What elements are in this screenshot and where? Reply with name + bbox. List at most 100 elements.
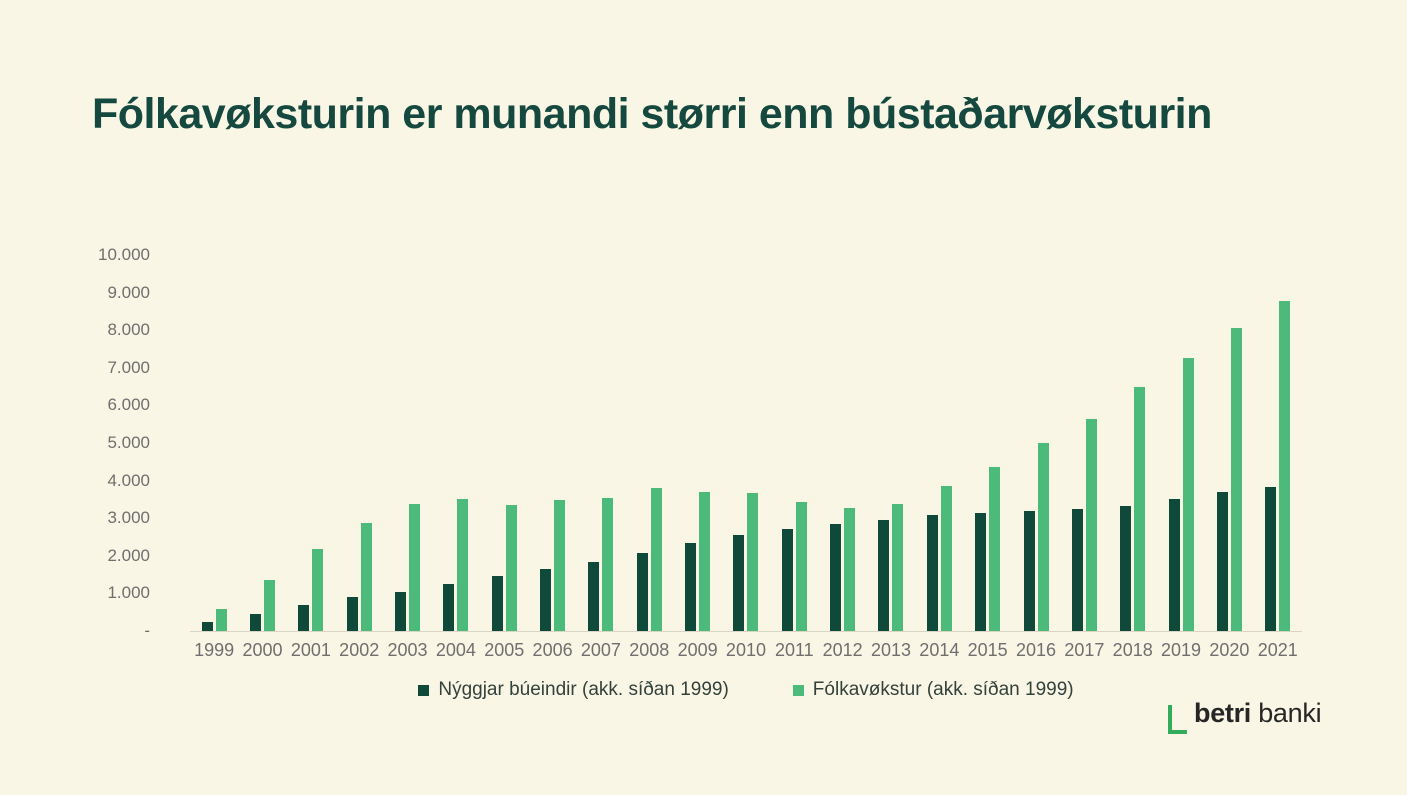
bar-nyggjar-bueindir <box>443 584 455 631</box>
bar-nyggjar-bueindir <box>491 576 503 631</box>
bar-nyggjar-bueindir <box>878 519 890 631</box>
bar-folkavokstur <box>1279 300 1291 631</box>
y-axis-tick: 2.000 <box>107 545 150 565</box>
bar-folkavokstur <box>312 549 324 631</box>
bar-folkavokstur <box>505 505 517 631</box>
legend-item-bueindir: Nýggjar búeindir (akk. síðan 1999) <box>418 679 729 701</box>
x-axis-label: 2008 <box>629 640 670 660</box>
bar-nyggjar-bueindir <box>588 562 600 631</box>
x-axis-label: 2006 <box>532 640 573 660</box>
y-axis-tick: 4.000 <box>107 470 150 490</box>
x-axis-label: 2021 <box>1257 640 1298 660</box>
bar-folkavokstur <box>1037 442 1049 631</box>
bar-folkavokstur <box>360 523 372 631</box>
bar-folkavokstur <box>554 500 566 631</box>
bar-folkavokstur <box>409 504 421 631</box>
bar-group: 2000 <box>238 255 286 660</box>
y-axis-tick: 1.000 <box>107 583 150 603</box>
bar-group: 2021 <box>1254 255 1302 660</box>
bar-group: 2017 <box>1060 255 1108 660</box>
bar-nyggjar-bueindir <box>540 568 552 631</box>
bar-nyggjar-bueindir <box>733 534 745 631</box>
x-axis-label: 2010 <box>725 640 766 660</box>
bar-group: 2019 <box>1157 255 1205 660</box>
y-axis-tick: 9.000 <box>107 282 150 302</box>
betri-banki-logo: betri banki <box>1168 698 1322 734</box>
legend-swatch-folkavokstur <box>792 684 804 696</box>
bar-nyggjar-bueindir <box>781 529 793 631</box>
y-axis-tick: 6.000 <box>107 395 150 415</box>
x-axis-label: 2020 <box>1209 640 1250 660</box>
bar-nyggjar-bueindir <box>298 605 310 631</box>
bar-group: 2016 <box>1012 255 1060 660</box>
bar-folkavokstur <box>699 491 711 631</box>
legend: Nýggjar búeindir (akk. síðan 1999) Fólka… <box>190 679 1302 701</box>
x-axis-label: 2001 <box>290 640 331 660</box>
bar-nyggjar-bueindir <box>346 597 358 631</box>
legend-label-folkavokstur: Fólkavøkstur (akk. síðan 1999) <box>812 679 1074 700</box>
bar-folkavokstur <box>215 609 227 631</box>
plot-area: - 1.000 2.000 3.000 4.000 5.000 6.000 7.000 8.00… <box>98 245 1302 660</box>
logo-text: betri banki <box>1194 698 1322 729</box>
x-axis-label: 2000 <box>242 640 283 660</box>
bar-folkavokstur <box>747 493 759 631</box>
legend-label-bueindir: Nýggjar búeindir (akk. síðan 1999) <box>438 679 729 700</box>
bar-nyggjar-bueindir <box>685 543 697 631</box>
bar-group: 2011 <box>770 255 818 660</box>
x-axis-label: 2014 <box>919 640 960 660</box>
bar-nyggjar-bueindir <box>1216 492 1228 631</box>
bar-group: 2004 <box>432 255 480 660</box>
legend-item-folkavokstur: Fólkavøkstur (akk. síðan 1999) <box>792 679 1074 701</box>
bar-nyggjar-bueindir <box>1071 508 1083 631</box>
x-axis-label: 2002 <box>339 640 380 660</box>
bar-nyggjar-bueindir <box>1168 499 1180 631</box>
bar-nyggjar-bueindir <box>975 513 987 631</box>
y-axis-tick: - <box>144 621 150 640</box>
bar-folkavokstur <box>1134 387 1146 631</box>
bar-group: 2005 <box>480 255 528 660</box>
y-axis-tick: 7.000 <box>107 357 150 377</box>
bar-folkavokstur <box>795 502 807 631</box>
x-axis-label: 2012 <box>822 640 863 660</box>
bar-group: 2003 <box>383 255 431 660</box>
bar-nyggjar-bueindir <box>201 621 213 631</box>
bar-nyggjar-bueindir <box>395 591 407 631</box>
bar-folkavokstur <box>650 488 662 631</box>
x-axis-label: 2004 <box>435 640 476 660</box>
bar-folkavokstur <box>1182 358 1194 631</box>
bar-group: 2012 <box>818 255 866 660</box>
bar-group: 2014 <box>915 255 963 660</box>
x-axis-label: 2005 <box>484 640 525 660</box>
x-axis-label: 2017 <box>1064 640 1105 660</box>
bar-nyggjar-bueindir <box>1120 506 1132 631</box>
bar-group: 2015 <box>964 255 1012 660</box>
bar-group: 2009 <box>673 255 721 660</box>
x-axis-label: 2011 <box>774 640 814 660</box>
x-axis-label: 1999 <box>194 640 235 660</box>
bar-group: 2018 <box>1109 255 1157 660</box>
bar-group: 2020 <box>1205 255 1253 660</box>
bar-folkavokstur <box>457 499 469 631</box>
x-axis-label: 2018 <box>1112 640 1153 660</box>
bar-folkavokstur <box>989 466 1001 631</box>
bar-group: 2007 <box>577 255 625 660</box>
bar-group: 2010 <box>722 255 770 660</box>
bar-nyggjar-bueindir <box>830 523 842 631</box>
bar-folkavokstur <box>602 497 614 631</box>
bar-nyggjar-bueindir <box>1023 511 1035 631</box>
bar-group: 2002 <box>335 255 383 660</box>
x-axis-label: 2009 <box>677 640 718 660</box>
bar-folkavokstur <box>1230 328 1242 631</box>
page-title: Fólkavøksturin er munandi størri enn bús… <box>92 90 1212 138</box>
y-axis-tick: 10.000 <box>98 245 150 264</box>
bar-folkavokstur <box>940 486 952 631</box>
bar-group: 2006 <box>528 255 576 660</box>
y-axis-tick: 5.000 <box>107 433 150 452</box>
x-axis-label: 2015 <box>967 640 1008 660</box>
x-axis-label: 2019 <box>1161 640 1202 660</box>
bar-folkavokstur <box>1085 418 1097 631</box>
logo-text-regular: banki <box>1258 698 1322 728</box>
bar-folkavokstur <box>892 503 904 631</box>
bar-nyggjar-bueindir <box>636 552 648 631</box>
x-axis-label: 2016 <box>1015 640 1057 660</box>
